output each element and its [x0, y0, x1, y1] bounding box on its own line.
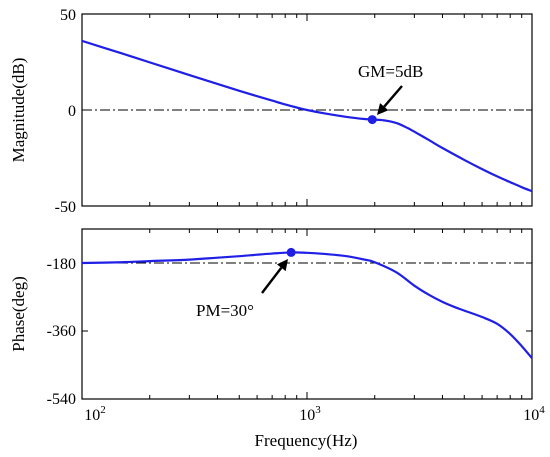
frequency-xlabel: Frequency(Hz): [255, 431, 358, 450]
phase-margin-label: PM=30°: [196, 301, 254, 320]
magnitude-plot: GM=5dB 50 0 -50 Magnitude(dB): [9, 7, 533, 216]
phase-plot: PM=30° -180 -360 -540 Phase(deg) 102 103…: [9, 228, 545, 450]
phase-axes-frame: [81, 228, 533, 400]
phase-ytick-minus-360: -360: [47, 323, 76, 340]
phase-curve: [81, 251, 533, 359]
xtick-label-1000: 103: [299, 404, 321, 424]
magnitude-ylabel: Magnitude(dB): [9, 58, 28, 163]
xtick-100-exponent: 2: [100, 404, 106, 416]
phase-margin-arrow-head: [276, 259, 288, 272]
xtick-10000-base: 10: [523, 407, 539, 424]
phase-margin-arrow: [261, 259, 288, 294]
magnitude-ytick-minus-50: -50: [55, 199, 76, 216]
gain-margin-arrow-line: [383, 85, 403, 108]
xtick-1000-base: 10: [299, 407, 315, 424]
phase-ytick-minus-540: -540: [47, 391, 76, 408]
gain-margin-marker: [367, 115, 377, 125]
phase-ytick-minus-180: -180: [47, 256, 76, 273]
gain-margin-label: GM=5dB: [358, 62, 423, 81]
magnitude-ytick-0: 0: [68, 103, 76, 120]
phase-ticks: [81, 229, 533, 400]
xtick-label-10000: 104: [523, 404, 545, 424]
phase-ylabel: Phase(deg): [9, 276, 28, 352]
xtick-10000-exponent: 4: [539, 404, 545, 416]
xtick-100-base: 10: [84, 407, 100, 424]
xtick-label-100: 102: [84, 404, 106, 424]
magnitude-ytick-50: 50: [60, 7, 76, 24]
magnitude-curve: [81, 39, 533, 193]
gain-margin-arrow: [377, 85, 403, 115]
magnitude-ticks: [81, 13, 533, 207]
phase-margin-marker: [286, 247, 296, 257]
gain-margin-arrow-head: [377, 103, 389, 115]
xtick-1000-exponent: 3: [315, 404, 321, 416]
phase-margin-arrow-line: [261, 267, 283, 294]
